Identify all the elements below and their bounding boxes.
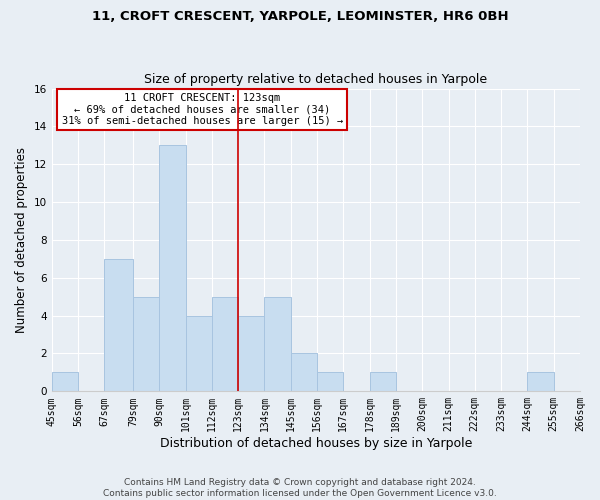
Text: 11, CROFT CRESCENT, YARPOLE, LEOMINSTER, HR6 0BH: 11, CROFT CRESCENT, YARPOLE, LEOMINSTER,…: [92, 10, 508, 23]
Text: Contains HM Land Registry data © Crown copyright and database right 2024.
Contai: Contains HM Land Registry data © Crown c…: [103, 478, 497, 498]
Bar: [291, 354, 317, 392]
Text: 11 CROFT CRESCENT: 123sqm
← 69% of detached houses are smaller (34)
31% of semi-: 11 CROFT CRESCENT: 123sqm ← 69% of detac…: [62, 93, 343, 126]
Bar: [52, 372, 78, 392]
Bar: [185, 316, 212, 392]
Bar: [370, 372, 396, 392]
Bar: [265, 296, 291, 392]
Bar: [238, 316, 265, 392]
Bar: [104, 259, 133, 392]
Bar: [317, 372, 343, 392]
Title: Size of property relative to detached houses in Yarpole: Size of property relative to detached ho…: [144, 73, 487, 86]
Bar: [133, 296, 159, 392]
X-axis label: Distribution of detached houses by size in Yarpole: Distribution of detached houses by size …: [160, 437, 472, 450]
Bar: [212, 296, 238, 392]
Bar: [527, 372, 554, 392]
Bar: [159, 146, 185, 392]
Y-axis label: Number of detached properties: Number of detached properties: [15, 147, 28, 333]
